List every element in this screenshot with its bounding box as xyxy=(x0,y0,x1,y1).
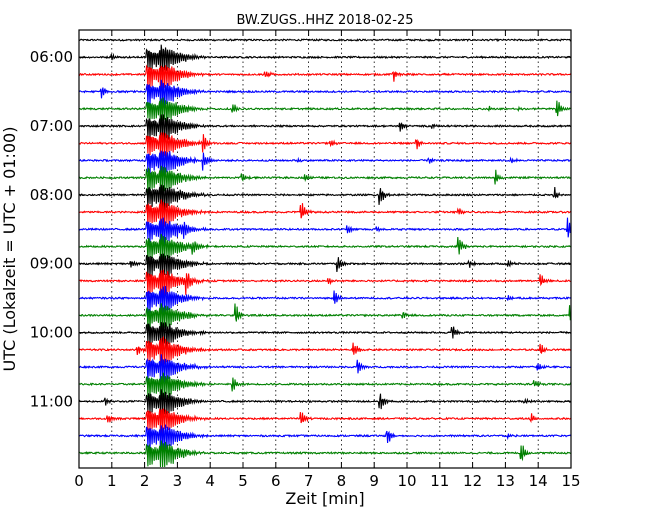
trace-line xyxy=(78,38,571,43)
trace-line xyxy=(78,64,572,93)
trace-line xyxy=(79,44,572,75)
trace-line xyxy=(78,253,572,281)
x-tick-label: 0 xyxy=(74,472,84,490)
x-tick-label: 14 xyxy=(529,472,548,490)
trace-line xyxy=(78,165,572,194)
x-tick-label: 2 xyxy=(140,472,150,490)
trace-line xyxy=(78,336,572,372)
trace-line xyxy=(78,97,572,131)
trace-line xyxy=(79,303,572,335)
y-tick-label: 06:00 xyxy=(30,48,73,66)
trace-line xyxy=(78,424,572,454)
x-tick-label: 8 xyxy=(337,472,347,490)
trace-line xyxy=(78,440,571,468)
trace-line xyxy=(78,286,572,316)
x-tick-label: 11 xyxy=(430,472,449,490)
y-tick-label: 08:00 xyxy=(30,186,73,204)
trace-line xyxy=(78,150,571,180)
trace-line xyxy=(78,354,572,387)
trace-line xyxy=(78,372,572,403)
trace-line xyxy=(78,269,572,303)
trace-line xyxy=(78,408,572,441)
trace-line xyxy=(78,389,572,421)
plot-frame xyxy=(78,29,572,469)
x-tick-label: 10 xyxy=(397,472,416,490)
y-tick-label: 11:00 xyxy=(30,392,73,410)
x-tick-label: 12 xyxy=(463,472,482,490)
y-axis-label: UTC (Lokalzeit = UTC + 01:00) xyxy=(0,127,19,372)
x-tick-label: 1 xyxy=(107,472,117,490)
seismic-traces xyxy=(78,38,572,468)
trace-line xyxy=(78,114,572,146)
x-tick-label: 7 xyxy=(304,472,314,490)
y-tick-label: 10:00 xyxy=(30,324,73,342)
x-axis-ticks: 0 1 2 3 4 5 6 7 8 9 10 11 12 13 14 15 xyxy=(74,30,581,490)
trace-line xyxy=(78,233,572,263)
x-tick-label: 5 xyxy=(238,472,248,490)
x-tick-label: 4 xyxy=(205,472,215,490)
trace-line xyxy=(78,132,572,161)
chart-title: BW.ZUGS..HHZ 2018-02-25 xyxy=(236,13,413,28)
x-tick-label: 9 xyxy=(369,472,379,490)
trace-line xyxy=(78,79,572,112)
x-tick-label: 13 xyxy=(496,472,515,490)
x-tick-label: 6 xyxy=(271,472,281,490)
trace-line xyxy=(78,184,572,215)
x-tick-label: 3 xyxy=(173,472,183,490)
y-tick-label: 09:00 xyxy=(30,255,73,273)
x-tick-label: 15 xyxy=(561,472,580,490)
y-axis-ticks: 06:00 07:00 08:00 09:00 10:00 11:00 xyxy=(30,48,571,410)
trace-line xyxy=(78,199,572,229)
x-axis-label: Zeit [min] xyxy=(285,489,364,508)
trace-line xyxy=(78,217,572,250)
trace-line xyxy=(78,321,572,354)
y-tick-label: 07:00 xyxy=(30,117,73,135)
